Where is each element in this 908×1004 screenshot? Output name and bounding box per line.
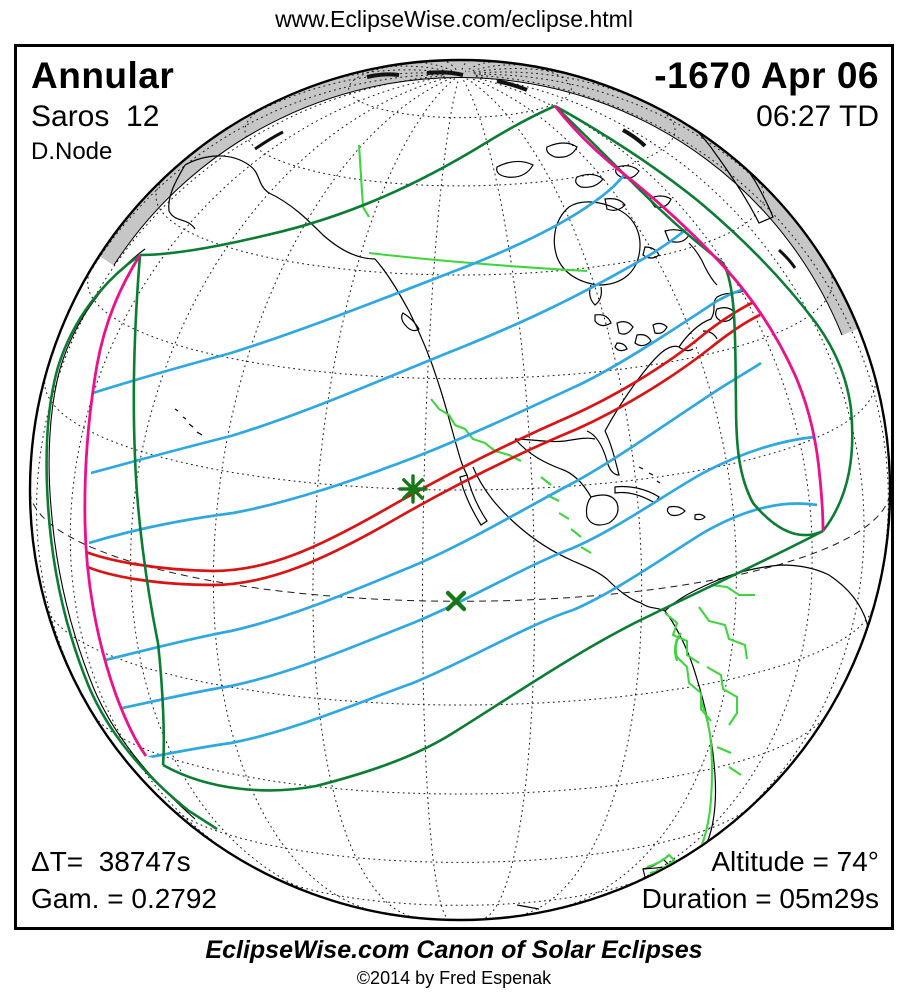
saros-label: Saros 12 [31, 99, 160, 133]
stats-right-block: Altitude = 74° Duration = 05m29s [642, 844, 879, 917]
political-borders [357, 144, 755, 875]
gamma-value: Gam. = 0.2792 [31, 882, 218, 914]
duration-value: Duration = 05m29s [641, 882, 879, 914]
western-inner-limit [132, 254, 166, 766]
header-right-block: -1670 Apr 06 06:27 TD [654, 55, 879, 134]
eclipse-time-label: 06:27 TD [756, 99, 879, 133]
globe-map [28, 58, 891, 922]
eclipse-date-label: -1670 Apr 06 [654, 55, 879, 96]
footer-caption: EclipseWise.com Canon of Solar Eclipses [205, 936, 703, 964]
page-title-url: www.EclipseWise.com/eclipse.html [275, 6, 633, 32]
eclipse-type-label: Annular [31, 55, 175, 96]
eastern-outer-limit [554, 104, 854, 532]
sunrise-sunset-curves [83, 105, 825, 757]
eastern-sunset-curve [553, 105, 825, 532]
greatest-eclipse-marker [398, 474, 428, 504]
northern-limit [139, 104, 556, 257]
delta-t-value: ΔT= 38747s [31, 846, 191, 878]
globe-outline [28, 58, 891, 922]
stats-left-block: ΔT= 38747s Gam. = 0.2792 [31, 844, 217, 917]
altitude-value: Altitude = 74° [711, 846, 879, 878]
node-label: D.Node [31, 138, 113, 166]
greatest-duration-marker [445, 590, 467, 612]
magnitude-contours [88, 150, 818, 767]
hawaii-islands [174, 408, 203, 436]
western-sunrise-curve [83, 254, 148, 757]
header-left-block: Annular Saros 12 D.Node [31, 55, 174, 166]
southern-limit [162, 529, 824, 792]
map-frame: Annular Saros 12 D.Node -1670 Apr 06 06:… [14, 44, 894, 930]
footer-copyright: ©2014 by Fred Espenak [356, 968, 552, 988]
western-outer-limit [45, 253, 218, 831]
central-path [84, 299, 761, 587]
western-contact-curve [48, 248, 196, 820]
